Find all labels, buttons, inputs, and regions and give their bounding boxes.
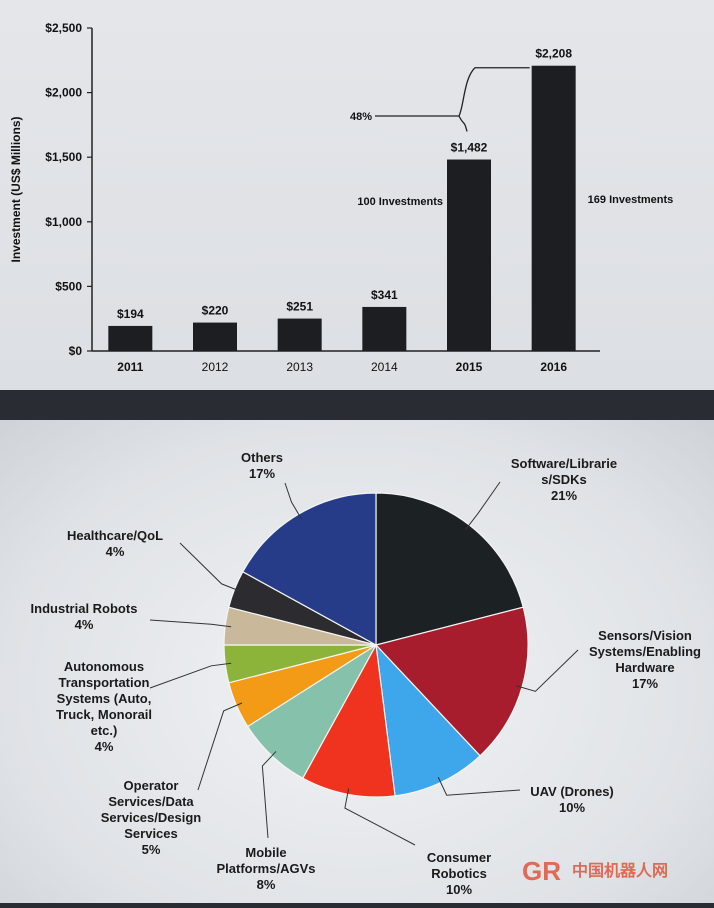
pie-slice-label-line: s/SDKs	[541, 472, 587, 487]
pie-slice-label-line: Mobile	[245, 845, 286, 860]
pie-slice-label-line: Transportation	[58, 675, 149, 690]
pie-slice-label-line: Healthcare/QoL	[67, 528, 163, 543]
pie-slice-label: Mobile Platforms/AGVs 8%	[217, 845, 316, 892]
pie-slice-label-line: Services	[124, 826, 178, 841]
pie-leader-line	[516, 649, 579, 692]
pie-slice-label: UAV (Drones) 10%	[530, 784, 614, 815]
pie-slice-label-line: Services/Design	[101, 810, 202, 825]
bar-2013	[277, 318, 322, 351]
bar-2015	[447, 159, 491, 351]
bar-chart-panel: $0 $500 $1,000 $1,500 $2,000 $2,500 Investment…	[0, 0, 714, 390]
pie-leader-line	[437, 776, 521, 796]
y-axis-label: Investment (US$ Millions)	[9, 116, 23, 262]
pie-slice-label-line: Sensors/Vision	[598, 628, 692, 643]
y-tick-label: $2,000	[45, 86, 82, 100]
watermark-text: 中国机器人网	[572, 861, 668, 880]
pie-leader-line	[179, 542, 241, 592]
growth-annotation: 48%	[350, 111, 372, 123]
pie-slice-label: Operator Services/Data Services/Design Serv…	[101, 778, 202, 857]
pie-slice-label-line: Others	[241, 450, 283, 465]
pie-slice-label-line: Services/Data	[108, 794, 194, 809]
pie-slice-label: Industrial Robots 4%	[31, 601, 138, 632]
x-tick-label: 2016	[540, 360, 567, 374]
pie-slice-label-line: Robotics	[431, 866, 487, 881]
pie-slice-label: Software/Librarie s/SDKs 21%	[511, 456, 617, 503]
pie-slice-label-line: Consumer	[427, 850, 491, 865]
bar-value-label: $220	[202, 304, 229, 318]
bar-2014	[362, 306, 407, 351]
pie-slice-label-line: Systems (Auto,	[57, 691, 152, 706]
pie-leader-line	[197, 702, 243, 791]
bar-value-label: $2,208	[535, 47, 572, 61]
bar-value-label: $251	[286, 300, 313, 314]
bar-2012	[193, 322, 237, 351]
pie-leader-line	[261, 751, 277, 839]
x-tick-label: 2012	[202, 360, 229, 374]
y-tick-label: $1,000	[45, 215, 82, 229]
x-tick-label: 2015	[456, 360, 483, 374]
pie-slice-label-line: Operator	[124, 778, 179, 793]
bar-2016	[531, 65, 576, 351]
investments-2016-annotation: 169 Investments	[588, 194, 674, 206]
pie-slice-percent: 8%	[257, 877, 276, 892]
x-tick-label: 2013	[286, 360, 313, 374]
watermark: GR 中国机器人网	[520, 852, 710, 892]
y-tick-label: $2,500	[45, 21, 82, 35]
pie-slice-percent: 4%	[75, 617, 94, 632]
pie-slice-percent: 5%	[142, 842, 161, 857]
pie-slice-label-line: Software/Librarie	[511, 456, 617, 471]
pie-leader-line	[149, 662, 232, 689]
pie-slice-label-line: Hardware	[615, 660, 674, 675]
growth-bracket	[375, 67, 530, 132]
pie-slice-label-line: Autonomous	[64, 659, 144, 674]
bar-value-label: $194	[117, 307, 144, 321]
pie-leader-line	[344, 788, 416, 846]
pie-slice-label-line: Systems/Enabling	[589, 644, 701, 659]
y-tick-label: $1,500	[45, 150, 82, 164]
bar-value-label: $1,482	[451, 141, 488, 155]
pie-slice-label-line: Industrial Robots	[31, 601, 138, 616]
investments-2015-annotation: 100 Investments	[357, 196, 443, 208]
pie-slice-percent: 21%	[551, 488, 577, 503]
pie-slice-label: Autonomous Transportation Systems (Auto, Tr…	[56, 659, 152, 754]
pie-leader-line	[149, 619, 232, 628]
pie-slice-label: Healthcare/QoL 4%	[67, 528, 163, 559]
pie-slice-percent: 10%	[559, 800, 585, 815]
pie-slice-label: Others 17%	[241, 450, 283, 481]
pie-slice-label-line: UAV (Drones)	[530, 784, 614, 799]
pie-slice-percent: 4%	[95, 739, 114, 754]
y-tick-label: $500	[55, 279, 82, 293]
pie-slice-label-line: etc.)	[91, 723, 118, 738]
watermark-logo: GR	[522, 856, 561, 886]
pie-leader-line	[465, 481, 501, 530]
bar-2011	[108, 325, 153, 351]
bar-chart: $0 $500 $1,000 $1,500 $2,000 $2,500 Investment…	[9, 21, 674, 374]
x-tick-label: 2014	[371, 360, 398, 374]
y-tick-label: $0	[69, 344, 83, 358]
pie-slice-label-line: Truck, Monorail	[56, 707, 152, 722]
pie-slice-percent: 4%	[106, 544, 125, 559]
pie-slice-label: Sensors/Vision Systems/Enabling Hardware 17…	[589, 628, 701, 691]
pie-slice-label: Consumer Robotics 10%	[427, 850, 491, 897]
pie-chart-panel: Software/Librarie s/SDKs 21% Sensors/Vision…	[0, 420, 714, 903]
pie-slice-percent: 10%	[446, 882, 472, 897]
pie-slice-label-line: Platforms/AGVs	[217, 861, 316, 876]
bar-value-label: $341	[371, 288, 398, 302]
pie-slice-percent: 17%	[632, 676, 658, 691]
pie-chart: Software/Librarie s/SDKs 21% Sensors/Vision…	[31, 450, 701, 897]
x-tick-label: 2011	[117, 360, 143, 374]
pie-slice-percent: 17%	[249, 466, 275, 481]
pie-leader-line	[284, 482, 303, 520]
